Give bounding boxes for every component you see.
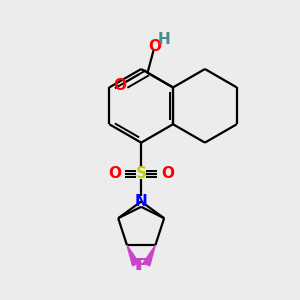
Text: O: O xyxy=(148,39,161,54)
Text: N: N xyxy=(135,194,148,209)
Text: H: H xyxy=(158,32,170,46)
Text: F: F xyxy=(137,258,148,273)
Text: S: S xyxy=(136,166,147,181)
Text: O: O xyxy=(108,166,121,181)
Text: O: O xyxy=(113,78,127,93)
Text: O: O xyxy=(161,166,174,181)
Text: F: F xyxy=(135,258,145,273)
Polygon shape xyxy=(143,245,155,266)
Polygon shape xyxy=(127,245,139,266)
